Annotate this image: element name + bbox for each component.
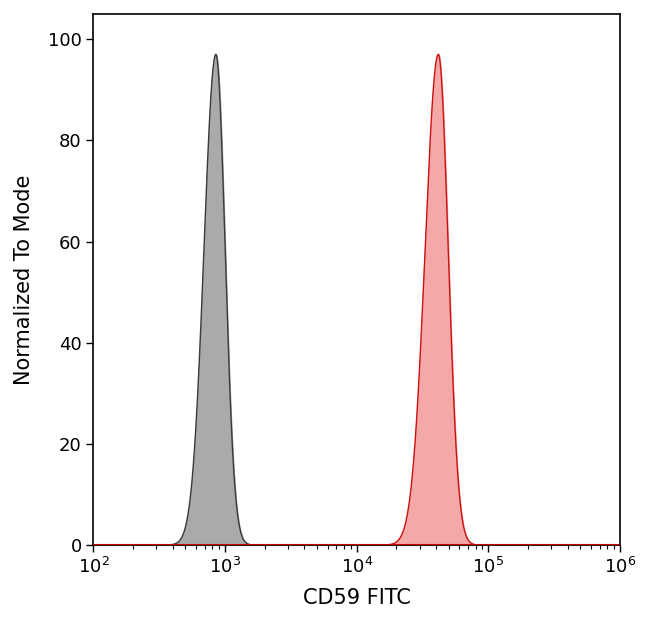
Y-axis label: Normalized To Mode: Normalized To Mode [14, 174, 34, 384]
X-axis label: CD59 FITC: CD59 FITC [303, 588, 411, 608]
